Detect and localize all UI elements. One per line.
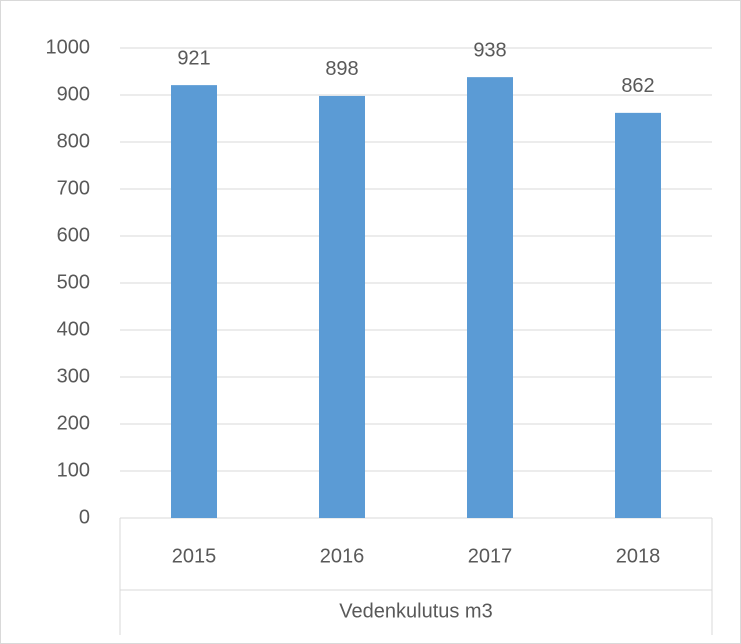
data-label: 862 [621, 75, 654, 97]
y-tick-label: 500 [57, 271, 90, 293]
y-tick-label: 400 [57, 318, 90, 340]
y-tick-label: 1000 [46, 36, 91, 58]
y-tick-label: 700 [57, 177, 90, 199]
x-tick-label: 2015 [172, 545, 217, 567]
bar [171, 85, 217, 518]
x-tick-label: 2018 [616, 545, 661, 567]
x-tick-label: 2017 [468, 545, 513, 567]
x-axis-title: Vedenkulutus m3 [339, 600, 492, 622]
bar [467, 77, 513, 518]
y-tick-label: 900 [57, 83, 90, 105]
y-tick-label: 100 [57, 459, 90, 481]
data-label: 898 [325, 58, 358, 80]
x-tick-label: 2016 [320, 545, 365, 567]
y-tick-label: 800 [57, 130, 90, 152]
y-tick-label: 0 [79, 506, 90, 528]
bar [319, 95, 365, 518]
y-tick-label: 600 [57, 224, 90, 246]
y-tick-label: 200 [57, 412, 90, 434]
bar [615, 112, 661, 519]
data-label: 938 [473, 39, 506, 61]
y-tick-label: 300 [57, 365, 90, 387]
data-label: 921 [177, 47, 210, 69]
